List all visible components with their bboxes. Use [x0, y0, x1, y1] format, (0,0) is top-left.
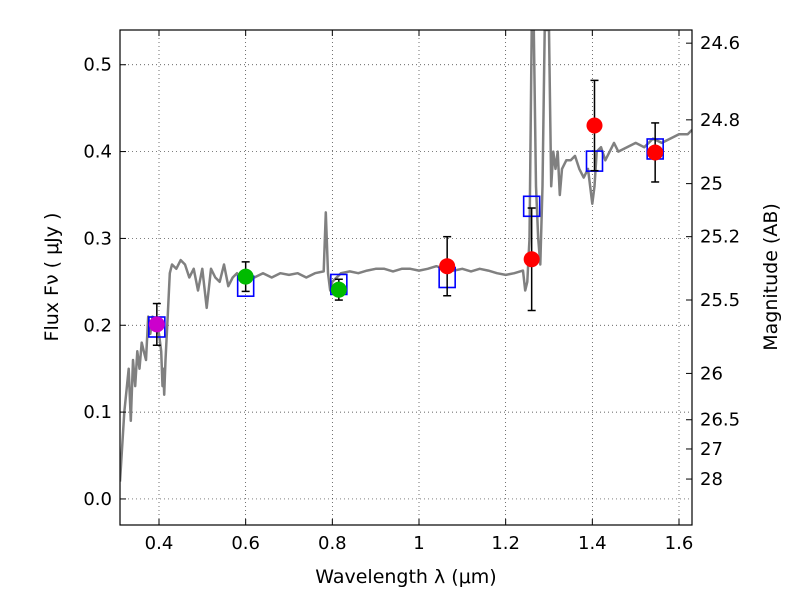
observed-point: [586, 117, 603, 134]
mag-tick-label: 25.5: [700, 290, 740, 311]
x-tick-label: 1: [413, 533, 424, 554]
y-tick-label: 0.5: [83, 55, 112, 76]
observed-point: [148, 316, 165, 333]
observed-point: [330, 281, 347, 298]
y-tick-label: 0.0: [83, 489, 112, 510]
mag-tick-label: 25: [700, 174, 723, 195]
axis-ticks: 0.4 0.6 0.8 1 1.2 1.4 1.6 0.0 0.1 0.2 0.3 0.4 0.5 24.…: [83, 30, 740, 554]
grid: [120, 30, 692, 525]
x-tick-label: 1.2: [491, 533, 520, 554]
right-axis-label: Magnitude (AB): [760, 203, 782, 351]
y-axis-label: Flux Fν ( μJy ): [41, 213, 63, 342]
markers: [148, 79, 664, 346]
plot-data: [120, 30, 692, 482]
x-tick-label: 0.4: [145, 533, 174, 554]
mag-tick-label: 27: [700, 439, 723, 460]
y-tick-label: 0.4: [83, 142, 112, 163]
spectrum-line: [120, 30, 692, 482]
y-tick-label: 0.2: [83, 315, 112, 336]
y-tick-label: 0.3: [83, 228, 112, 249]
plot-frame: [119, 29, 693, 526]
y-tick-label: 0.1: [83, 402, 112, 423]
mag-tick-label: 28: [700, 469, 723, 490]
observed-point: [523, 251, 540, 268]
observed-point: [439, 258, 456, 275]
mag-tick-label: 24.6: [700, 33, 740, 54]
observed-point: [237, 268, 254, 285]
mag-tick-label: 24.8: [700, 110, 740, 131]
mag-tick-label: 25.2: [700, 227, 740, 248]
x-tick-label: 0.8: [318, 533, 347, 554]
mag-tick-label: 26: [700, 363, 723, 384]
x-tick-label: 0.6: [231, 533, 260, 554]
x-axis-label: Wavelength λ (μm): [315, 566, 496, 588]
x-tick-label: 1.6: [665, 533, 694, 554]
mag-tick-label: 26.5: [700, 410, 740, 431]
x-tick-label: 1.4: [578, 533, 607, 554]
observed-point: [647, 144, 664, 161]
